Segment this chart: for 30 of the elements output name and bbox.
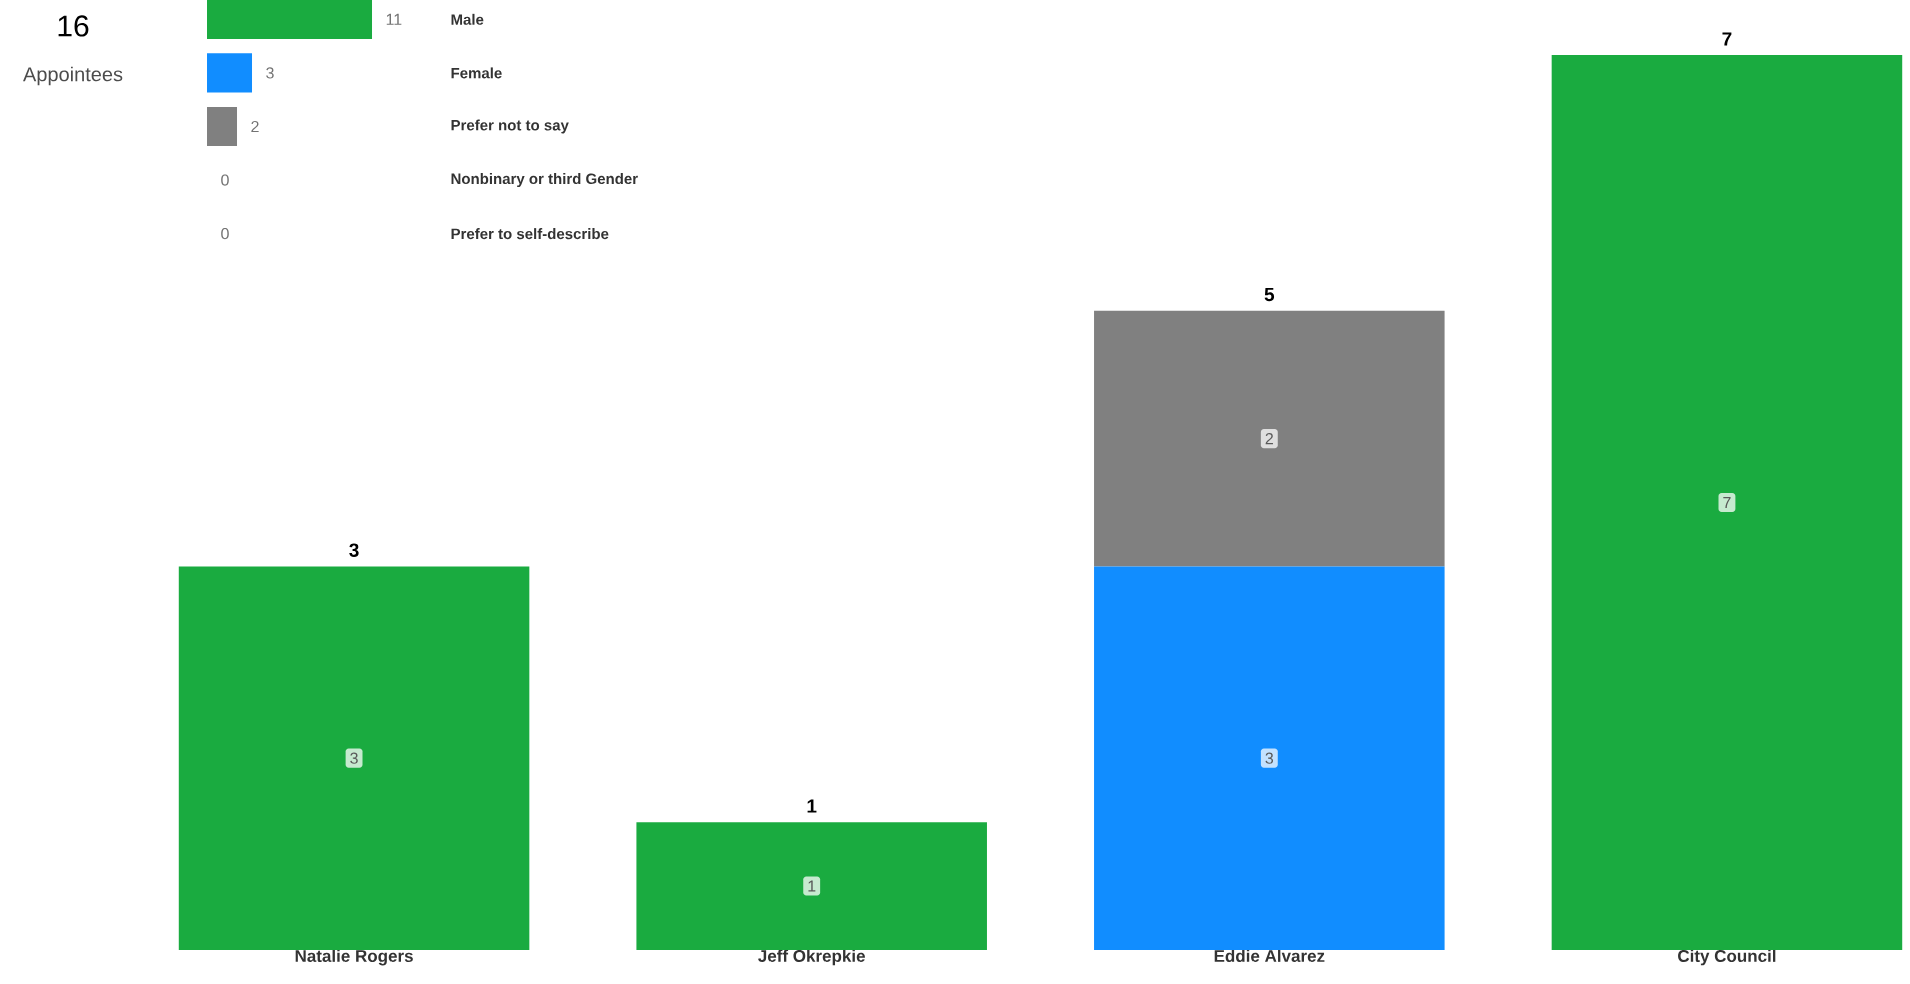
x-tick-label: Natalie Rogers bbox=[295, 949, 413, 966]
total-label: 5 bbox=[1264, 287, 1275, 302]
total-label: 7 bbox=[1722, 32, 1732, 46]
bar bbox=[178, 566, 530, 950]
x-tick-label: Jeff Okrepkie bbox=[758, 949, 865, 966]
data-label: 3 bbox=[266, 67, 274, 79]
y-tick-label: Prefer to self-describe bbox=[451, 228, 609, 240]
data-label: 2 bbox=[251, 120, 259, 133]
x-tick-label: City Council bbox=[1678, 949, 1776, 966]
data-label: 1 bbox=[808, 880, 816, 892]
y-tick-label: Male bbox=[451, 13, 484, 25]
y-tick-label: Prefer not to say bbox=[451, 119, 569, 134]
data-label: 0 bbox=[221, 174, 229, 186]
total-label: 1 bbox=[807, 799, 817, 813]
data-label: 11 bbox=[386, 13, 402, 25]
data-label: 3 bbox=[1265, 752, 1274, 764]
y-tick-label: Nonbinary or third Gender bbox=[451, 173, 638, 188]
bar bbox=[1094, 310, 1445, 567]
x-tick-label: Eddie Alvarez bbox=[1214, 949, 1325, 963]
data-label: 7 bbox=[1723, 496, 1731, 508]
y-tick-label: Female bbox=[451, 67, 502, 79]
bar bbox=[1094, 566, 1445, 950]
data-label: 3 bbox=[350, 752, 358, 764]
total-label: 3 bbox=[349, 543, 359, 557]
text: Appointees bbox=[23, 66, 123, 86]
bar bbox=[636, 822, 987, 950]
bar bbox=[1551, 54, 1903, 950]
data-label: 0 bbox=[221, 227, 229, 240]
text: 16 bbox=[58, 15, 89, 37]
data-label: 2 bbox=[1265, 432, 1273, 445]
